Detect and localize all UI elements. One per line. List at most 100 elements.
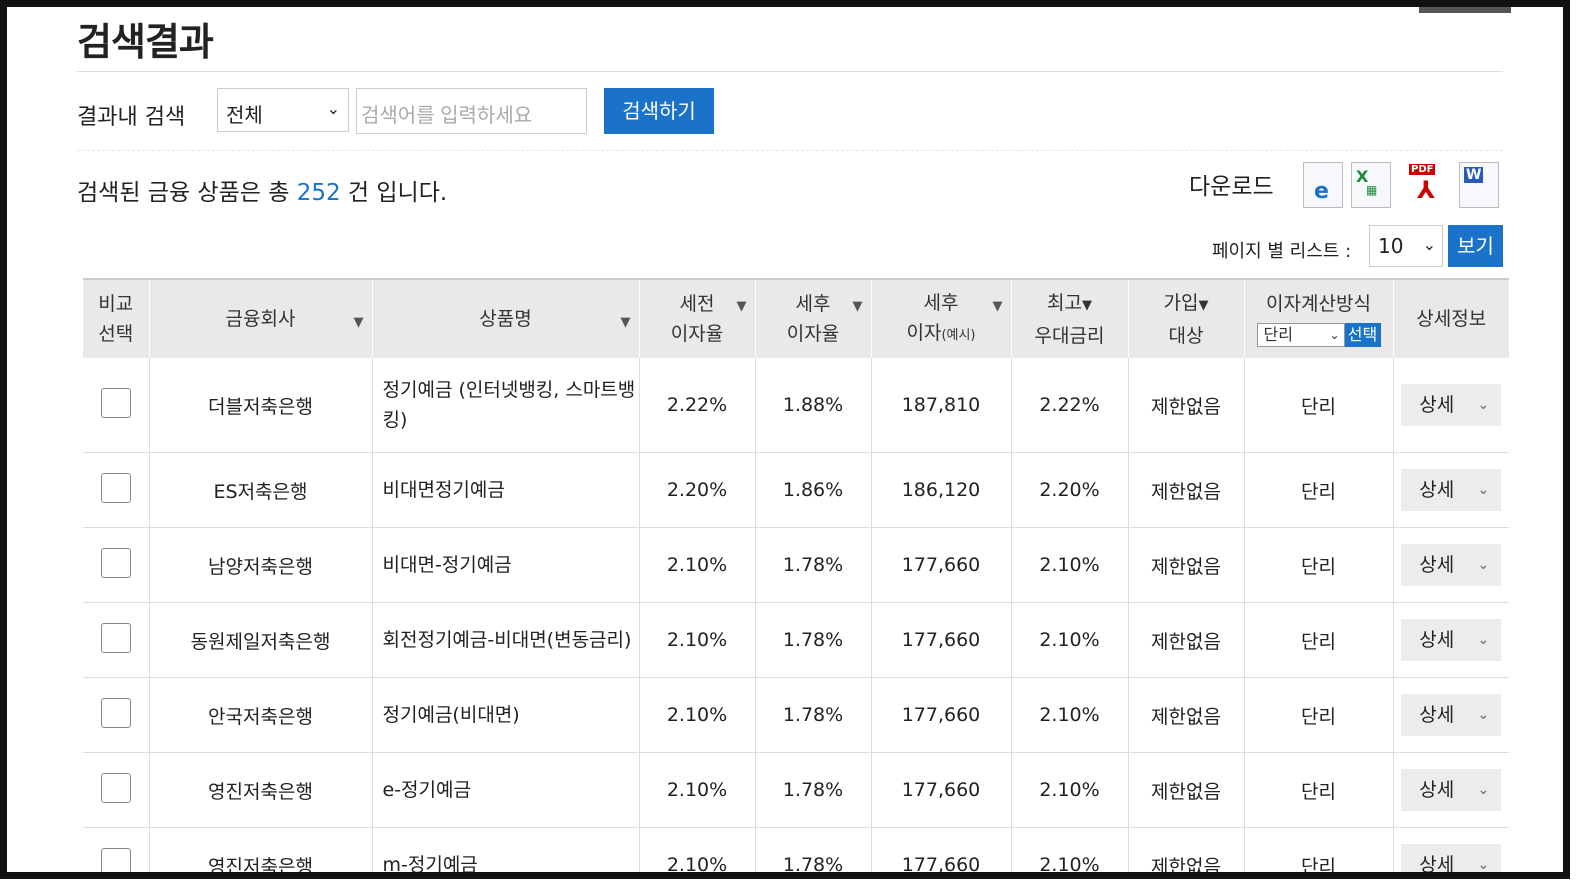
pre-tax-cell: 2.10% xyxy=(639,677,756,753)
chevron-down-icon: ⌄ xyxy=(1477,482,1490,498)
header-pre-tax[interactable]: 세전 이자율 ▼ xyxy=(639,278,756,358)
search-label: 결과내 검색 xyxy=(77,105,186,130)
table-row: 영진저축은행 e-정기예금 2.10% 1.78% 177,660 2.10% … xyxy=(83,752,1509,828)
header-post-interest[interactable]: 세후 이자(예시) ▼ xyxy=(871,278,1012,358)
header-post-interest-main: 이자 xyxy=(906,321,942,344)
calc-method-value: 단리 xyxy=(1263,324,1293,344)
detail-button[interactable]: 상세 ⌄ xyxy=(1401,769,1502,811)
detail-cell: 상세 ⌄ xyxy=(1393,677,1509,753)
calc-method-select[interactable]: 단리 ⌄ xyxy=(1256,322,1345,347)
calc-method-button[interactable]: 선택 xyxy=(1344,322,1381,347)
detail-button[interactable]: 상세 ⌄ xyxy=(1401,694,1502,736)
excel-icon[interactable]: X ▦ xyxy=(1351,162,1391,208)
detail-button[interactable]: 상세 ⌄ xyxy=(1401,844,1502,873)
product-cell[interactable]: 정기예금(비대면) xyxy=(372,677,640,753)
detail-label: 상세 xyxy=(1419,629,1455,651)
header-calc-label: 이자계산방식 xyxy=(1266,293,1371,315)
sort-down-icon[interactable]: ▼ xyxy=(1198,297,1209,313)
product-cell[interactable]: 정기예금 (인터넷뱅킹, 스마트뱅킹) xyxy=(372,358,640,453)
join-cell: 제한없음 xyxy=(1128,527,1245,603)
compare-cell xyxy=(83,452,150,528)
ie-icon[interactable]: e xyxy=(1303,162,1343,208)
company-cell: 더블저축은행 xyxy=(149,358,373,453)
product-cell[interactable]: m-정기예금 xyxy=(372,827,640,872)
chevron-down-icon: ⌄ xyxy=(1477,557,1490,573)
per-page-label: 페이지 별 리스트 : xyxy=(1212,241,1352,262)
compare-checkbox[interactable] xyxy=(100,547,131,578)
company-cell: 영진저축은행 xyxy=(149,752,373,828)
calc-cell: 단리 xyxy=(1244,452,1394,528)
header-join[interactable]: 가입▼ 대상 xyxy=(1128,278,1245,358)
compare-checkbox[interactable] xyxy=(100,622,131,653)
sort-down-icon[interactable]: ▼ xyxy=(992,299,1003,314)
product-cell[interactable]: 비대면정기예금 xyxy=(372,452,640,528)
header-pre-tax-line1: 세전 xyxy=(679,293,715,315)
header-company[interactable]: 금융회사 ▼ xyxy=(149,278,373,358)
header-company-label: 금융회사 xyxy=(225,308,296,330)
table-row: 동원제일저축은행 회전정기예금-비대면(변동금리) 2.10% 1.78% 17… xyxy=(83,602,1509,678)
company-cell: ES저축은행 xyxy=(149,452,373,528)
compare-cell xyxy=(83,677,150,753)
compare-cell xyxy=(83,827,150,872)
table-row: 더블저축은행 정기예금 (인터넷뱅킹, 스마트뱅킹) 2.22% 1.88% 1… xyxy=(83,358,1509,453)
result-suffix: 건 입니다. xyxy=(340,180,448,206)
sort-down-icon[interactable]: ▼ xyxy=(852,299,863,314)
detail-button[interactable]: 상세 ⌄ xyxy=(1401,384,1502,426)
result-count: 검색된 금융 상품은 총 252 건 입니다. xyxy=(77,173,447,207)
compare-checkbox[interactable] xyxy=(100,697,131,728)
header-max-rate[interactable]: 최고▼ 우대금리 xyxy=(1011,278,1129,358)
detail-button[interactable]: 상세 ⌄ xyxy=(1401,469,1502,511)
header-post-interest-line2: 이자(예시) xyxy=(873,318,1010,351)
header-product[interactable]: 상품명 ▼ xyxy=(372,278,640,358)
sort-down-icon[interactable]: ▼ xyxy=(736,299,747,314)
compare-cell xyxy=(83,602,150,678)
sort-down-icon[interactable]: ▼ xyxy=(620,315,631,330)
per-page-button[interactable]: 보기 xyxy=(1448,225,1503,267)
post-tax-cell: 1.78% xyxy=(755,602,872,678)
search-scope-value: 전체 xyxy=(226,103,263,127)
chevron-down-icon: ⌄ xyxy=(1477,707,1490,723)
search-input[interactable]: 검색어를 입력하세요 xyxy=(356,88,587,134)
divider xyxy=(77,71,1503,72)
detail-cell: 상세 ⌄ xyxy=(1393,752,1509,828)
post-interest-cell: 177,660 xyxy=(871,827,1012,872)
compare-checkbox[interactable] xyxy=(100,847,131,872)
search-button[interactable]: 검색하기 xyxy=(604,88,714,134)
pre-tax-cell: 2.10% xyxy=(639,527,756,603)
product-cell[interactable]: e-정기예금 xyxy=(372,752,640,828)
chevron-down-icon: ⌄ xyxy=(1477,397,1490,413)
header-compare-line1: 비교 xyxy=(98,293,134,315)
detail-label: 상세 xyxy=(1419,704,1455,726)
detail-cell: 상세 ⌄ xyxy=(1393,452,1509,528)
chevron-down-icon: ⌄ xyxy=(1329,327,1340,342)
header-join-line2: 대상 xyxy=(1168,324,1204,347)
detail-label: 상세 xyxy=(1419,554,1455,576)
compare-cell xyxy=(83,527,150,603)
sort-down-icon[interactable]: ▼ xyxy=(1081,297,1092,313)
header-post-tax[interactable]: 세후 이자율 ▼ xyxy=(755,278,872,358)
post-interest-cell: 187,810 xyxy=(871,358,1012,453)
detail-button[interactable]: 상세 ⌄ xyxy=(1401,619,1502,661)
post-interest-cell: 177,660 xyxy=(871,677,1012,753)
product-cell[interactable]: 회전정기예금-비대면(변동금리) xyxy=(372,602,640,678)
compare-checkbox[interactable] xyxy=(100,387,131,418)
chevron-down-icon: ⌄ xyxy=(1477,857,1490,873)
join-cell: 제한없음 xyxy=(1128,752,1245,828)
product-cell[interactable]: 비대면-정기예금 xyxy=(372,527,640,603)
header-post-interest-line1: 세후 xyxy=(923,291,959,314)
header-product-label: 상품명 xyxy=(479,308,532,330)
compare-checkbox[interactable] xyxy=(100,772,131,803)
detail-label: 상세 xyxy=(1419,479,1455,501)
sort-down-icon[interactable]: ▼ xyxy=(353,315,364,330)
top-tab[interactable] xyxy=(1419,7,1511,13)
header-max-rate-line2: 우대금리 xyxy=(1034,324,1105,347)
chevron-down-icon: ⌄ xyxy=(1477,632,1490,648)
word-icon[interactable]: W xyxy=(1459,162,1499,208)
pdf-icon[interactable]: PDF ⅄ xyxy=(1405,162,1445,208)
table-row: 남양저축은행 비대면-정기예금 2.10% 1.78% 177,660 2.10… xyxy=(83,527,1509,603)
compare-checkbox[interactable] xyxy=(100,472,131,503)
detail-button[interactable]: 상세 ⌄ xyxy=(1401,544,1502,586)
search-scope-select[interactable]: 전체 ⌄ xyxy=(217,88,349,132)
result-number: 252 xyxy=(296,180,341,206)
per-page-select[interactable]: 10 ⌄ xyxy=(1369,225,1443,267)
